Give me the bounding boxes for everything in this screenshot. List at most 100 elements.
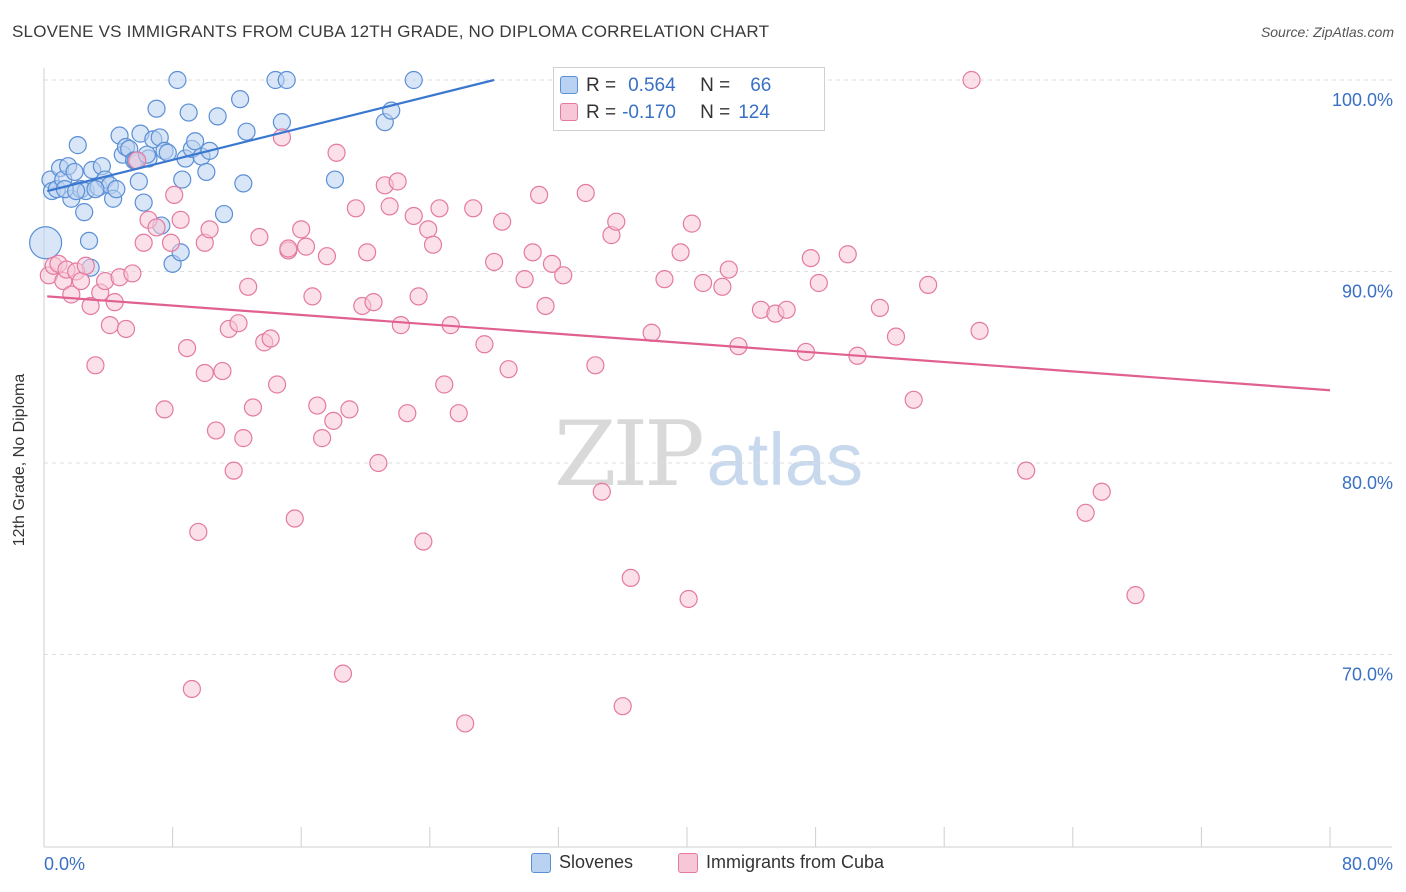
data-point xyxy=(213,361,232,381)
data-point xyxy=(414,532,433,551)
data-point xyxy=(1017,461,1036,480)
data-point xyxy=(404,70,423,90)
data-point xyxy=(292,220,311,239)
data-point xyxy=(325,170,345,189)
data-point xyxy=(333,664,353,683)
data-point xyxy=(296,237,316,256)
data-point xyxy=(523,243,542,262)
y-tick-label: 70.0% xyxy=(1342,665,1393,685)
data-point xyxy=(147,218,166,237)
axes xyxy=(43,68,1392,848)
legend-n-label: N = xyxy=(700,75,731,96)
legend-swatch-slovenes xyxy=(560,76,578,94)
data-point xyxy=(234,174,253,193)
legend-row-slovenes: R = 0.564 N = 66 xyxy=(560,74,771,98)
data-point xyxy=(208,107,227,126)
data-point xyxy=(970,321,989,340)
data-point xyxy=(123,264,142,283)
data-point xyxy=(129,172,148,191)
data-point xyxy=(76,256,95,275)
data-point xyxy=(179,103,198,122)
data-point xyxy=(679,589,698,609)
series-slovenes xyxy=(29,70,584,277)
legend-n-label: N = xyxy=(700,102,731,123)
source-note: Source: ZipAtlas.com xyxy=(1260,24,1394,40)
legend-r-value: 0.564 xyxy=(628,75,676,96)
watermark: ZIPatlas xyxy=(554,402,863,507)
data-point xyxy=(621,568,640,588)
legend-swatch-slovenes xyxy=(531,852,551,873)
data-point xyxy=(312,429,332,448)
y-tick-label: 100.0% xyxy=(1332,90,1393,110)
data-point xyxy=(870,298,890,317)
data-point xyxy=(430,199,449,218)
data-point xyxy=(682,214,701,233)
data-point xyxy=(801,248,820,268)
data-point xyxy=(592,482,611,501)
legend-label-slovenes: Slovenes xyxy=(559,852,634,872)
legend-item-cuba: Immigrants from Cuba xyxy=(678,852,884,873)
data-point xyxy=(214,204,234,224)
data-point xyxy=(671,243,690,262)
legend-swatch-cuba xyxy=(678,852,698,873)
data-point xyxy=(161,233,181,252)
data-point xyxy=(358,243,377,262)
data-point xyxy=(369,453,388,473)
data-point xyxy=(693,273,713,293)
data-point xyxy=(272,113,292,132)
data-point xyxy=(171,210,190,229)
data-point xyxy=(234,429,253,448)
data-point xyxy=(713,277,732,296)
data-point xyxy=(515,270,534,289)
stats-legend: R = 0.564 N = 66 R = -0.170 N = 124 xyxy=(553,67,825,131)
data-point xyxy=(536,296,555,316)
data-point xyxy=(229,314,248,333)
data-point xyxy=(86,180,105,199)
data-point xyxy=(189,522,208,542)
legend-r-label: R = xyxy=(586,75,617,96)
legend-item-slovenes: Slovenes xyxy=(531,852,633,873)
data-point xyxy=(75,203,94,222)
data-point xyxy=(449,404,468,423)
x-tick-label: 80.0% xyxy=(1342,854,1393,874)
data-point xyxy=(904,390,923,409)
legend-swatch-cuba xyxy=(560,103,578,121)
data-point xyxy=(173,170,192,189)
data-point xyxy=(485,252,504,272)
legend-row-cuba: R = -0.170 N = 124 xyxy=(560,101,770,125)
data-point xyxy=(493,212,512,231)
y-tick-label: 80.0% xyxy=(1342,473,1393,493)
data-point xyxy=(607,212,626,231)
data-point xyxy=(81,296,100,316)
x-tick-label: 0.0% xyxy=(44,854,85,874)
data-point xyxy=(1126,586,1145,605)
data-point xyxy=(404,206,423,226)
data-point xyxy=(364,293,383,312)
data-point xyxy=(197,162,216,182)
data-point xyxy=(239,277,258,296)
data-point xyxy=(642,323,661,342)
data-point xyxy=(261,329,280,348)
watermark-zip: ZIP xyxy=(554,402,705,507)
data-point xyxy=(237,122,256,141)
data-point xyxy=(613,697,632,716)
data-point xyxy=(380,197,399,216)
data-point xyxy=(206,421,226,440)
data-point xyxy=(586,356,605,375)
data-point xyxy=(423,235,443,254)
legend-r-value: -0.170 xyxy=(622,102,676,123)
chart-title: SLOVENE VS IMMIGRANTS FROM CUBA 12TH GRA… xyxy=(12,22,770,41)
data-point xyxy=(182,679,201,699)
data-point xyxy=(388,172,407,191)
data-point xyxy=(777,300,796,319)
data-point xyxy=(177,339,197,358)
data-point xyxy=(419,220,438,239)
data-point xyxy=(65,162,84,182)
data-point xyxy=(317,247,337,266)
data-point xyxy=(224,461,243,480)
watermark-atlas: atlas xyxy=(706,418,863,501)
data-point xyxy=(838,245,857,264)
data-point xyxy=(1076,503,1095,522)
data-point xyxy=(195,363,214,383)
